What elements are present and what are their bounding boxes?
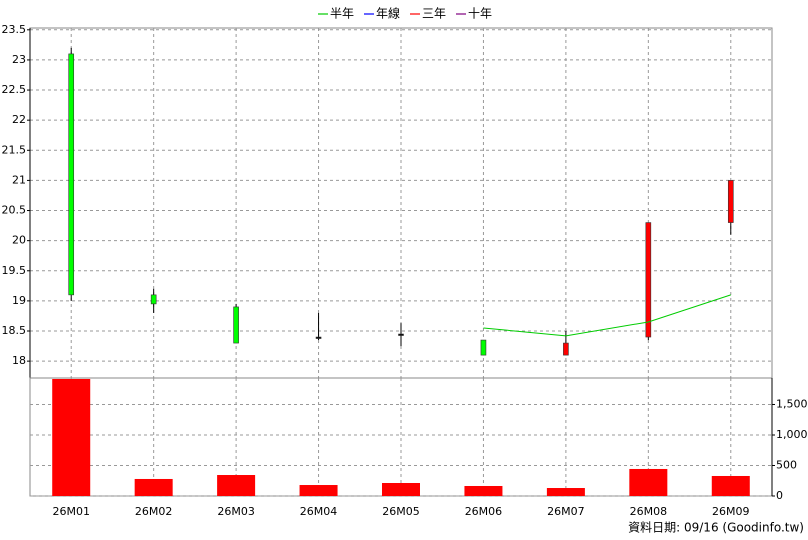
x-tick-label: 26M02 <box>135 505 173 518</box>
ma-line <box>483 294 731 337</box>
y2-tick-label: 1,000 <box>776 428 808 441</box>
volume-bar <box>382 483 420 496</box>
y-tick-label: 23 <box>12 53 26 66</box>
candle-body <box>68 53 75 296</box>
y2-tick-label: 1,500 <box>776 397 808 410</box>
x-tick-label: 26M05 <box>382 505 420 518</box>
y2-tick-label: 500 <box>776 458 797 471</box>
x-tick-label: 26M07 <box>547 505 585 518</box>
y-tick-label: 21 <box>12 173 26 186</box>
candle-body <box>563 342 569 356</box>
volume-bar <box>134 478 173 496</box>
volume-bar <box>711 475 750 496</box>
volume-bar <box>464 485 503 496</box>
volume-bar <box>546 488 585 496</box>
y-tick-label: 23.5 <box>2 23 27 36</box>
x-tick-label: 26M04 <box>300 505 338 518</box>
legend-label: 十年 <box>468 7 492 21</box>
x-tick-label: 26M06 <box>465 505 503 518</box>
y-tick-label: 19.5 <box>2 264 27 277</box>
y-tick-label: 19 <box>12 294 26 307</box>
x-tick-label: 26M08 <box>630 505 668 518</box>
y-tick-label: 18 <box>12 354 26 367</box>
y2-tick-label: 0 <box>776 489 783 502</box>
legend-label: 年線 <box>376 6 400 21</box>
legend-label: 半年 <box>330 7 354 21</box>
candle-body <box>150 294 157 305</box>
x-tick-label: 26M03 <box>217 505 255 518</box>
candle-body <box>727 180 734 223</box>
volume-bar <box>299 485 338 496</box>
volume-bar <box>217 475 256 496</box>
volume-bar <box>52 378 91 496</box>
candle-body <box>480 339 487 356</box>
footer: 資料日期: 09/16 (Goodinfo.tw) <box>628 521 804 535</box>
legend-label: 三年 <box>422 7 446 21</box>
y-tick-label: 18.5 <box>2 324 27 337</box>
volume-bar <box>629 468 668 496</box>
y-tick-label: 20 <box>12 234 26 247</box>
y-tick-label: 22 <box>12 113 26 126</box>
x-tick-label: 26M09 <box>712 505 750 518</box>
candle-body <box>233 306 239 344</box>
y-tick-label: 22.5 <box>2 83 27 96</box>
candle-body <box>398 333 404 336</box>
y-tick-label: 21.5 <box>2 143 27 156</box>
candle-body <box>315 336 322 339</box>
candle-body <box>645 222 652 338</box>
y-tick-label: 20.5 <box>2 204 27 217</box>
x-tick-label: 26M01 <box>52 505 90 518</box>
